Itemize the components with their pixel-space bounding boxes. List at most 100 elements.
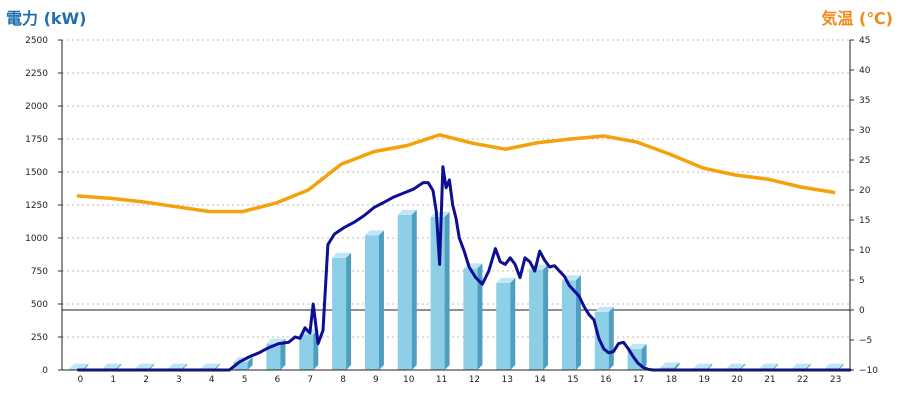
bar-16	[594, 306, 614, 370]
power-line	[76, 165, 852, 372]
x-tick-label: 14	[534, 375, 546, 385]
right-tick-label: 35	[859, 96, 870, 106]
right-tick-label: 5	[859, 276, 865, 286]
bar-side	[641, 343, 647, 370]
bar-front	[332, 257, 347, 370]
x-tick-label: 1	[110, 375, 116, 385]
bar-top	[726, 363, 746, 369]
bar-top	[200, 363, 220, 369]
bar-front	[233, 362, 248, 370]
bar-top	[332, 252, 352, 258]
right-tick-label: 15	[859, 216, 870, 226]
bar-10	[397, 209, 417, 370]
bar-side	[772, 363, 778, 370]
bar-top	[397, 209, 417, 215]
bar-side	[575, 275, 581, 370]
bar-side	[149, 363, 155, 370]
x-tick-label: 12	[469, 375, 480, 385]
bar-12	[463, 263, 483, 370]
bar-13	[496, 277, 516, 370]
x-tick-label: 19	[699, 375, 711, 385]
x-tick-label: 16	[600, 375, 612, 385]
bar-side	[247, 357, 253, 370]
bar-side	[740, 363, 746, 370]
x-tick-label: 21	[764, 375, 775, 385]
bar-front	[463, 268, 478, 370]
bar-side	[805, 363, 811, 370]
bar-top	[102, 363, 122, 369]
temperature-line	[76, 133, 836, 214]
left-tick-label: 2250	[25, 69, 48, 79]
bar-front	[266, 343, 281, 370]
right-tick-label: 25	[859, 156, 870, 166]
bar-top	[167, 363, 187, 369]
x-tick-label: 15	[567, 375, 578, 385]
bar-top	[69, 363, 89, 369]
bar-side	[477, 263, 483, 370]
left-tick-label: 1000	[25, 234, 48, 244]
right-axis-title: 気温 (℃)	[821, 9, 893, 28]
right-tick-label: 40	[859, 66, 871, 76]
bar-side	[510, 277, 516, 370]
x-tick-label: 11	[436, 375, 447, 385]
right-tick-label: 10	[859, 246, 871, 256]
bar-top	[496, 277, 516, 283]
bar-14	[529, 264, 549, 370]
x-tick-label: 9	[373, 375, 379, 385]
x-tick-label: 4	[209, 375, 215, 385]
bar-side	[444, 211, 450, 370]
left-tick-label: 250	[31, 333, 48, 343]
right-tick-label: 0	[859, 306, 865, 316]
right-tick-label: −5	[859, 336, 872, 346]
bar-front	[529, 269, 544, 370]
right-tick-label: 30	[859, 126, 871, 136]
bar-8	[332, 252, 352, 370]
left-tick-label: 1250	[25, 201, 48, 211]
bar-side	[608, 306, 614, 370]
bar-side	[378, 230, 384, 370]
left-tick-label: 0	[42, 366, 48, 376]
left-tick-label: 2500	[25, 36, 48, 46]
bar-front	[496, 282, 511, 370]
right-tick-label: 45	[859, 36, 870, 46]
x-tick-label: 13	[502, 375, 513, 385]
bar-side	[411, 209, 417, 370]
right-tick-label: 20	[859, 186, 871, 196]
left-tick-label: 750	[31, 267, 48, 277]
x-tick-label: 20	[731, 375, 743, 385]
x-tick-label: 17	[633, 375, 644, 385]
bar-front	[594, 311, 609, 370]
grid-layer	[62, 39, 850, 338]
bar-11	[430, 211, 450, 370]
left-axis-title: 電力 (kW)	[6, 9, 87, 28]
bar-0	[69, 363, 89, 370]
x-tick-label: 0	[78, 375, 84, 385]
x-tick-label: 22	[797, 375, 808, 385]
bar-front	[299, 334, 314, 370]
bar-top	[594, 306, 614, 312]
bar-side	[116, 363, 122, 370]
bar-front	[397, 214, 412, 370]
x-tick-label: 10	[403, 375, 415, 385]
x-tick-label: 6	[275, 375, 281, 385]
bar-top	[824, 363, 844, 369]
bar-top	[627, 343, 647, 349]
left-tick-label: 1750	[25, 135, 48, 145]
bar-top	[758, 363, 778, 369]
bar-side	[83, 363, 89, 370]
bar-side	[346, 252, 352, 370]
x-tick-label: 23	[830, 375, 841, 385]
x-tick-label: 3	[176, 375, 182, 385]
right-tick-label: −10	[859, 366, 878, 376]
bar-front	[69, 368, 84, 370]
bar-side	[181, 363, 187, 370]
bar-side	[543, 264, 549, 370]
bar-top	[135, 363, 155, 369]
bar-side	[838, 363, 844, 370]
bar-side	[707, 363, 713, 370]
bar-front	[561, 280, 576, 370]
x-tick-label: 5	[242, 375, 248, 385]
line-layer	[76, 133, 852, 372]
